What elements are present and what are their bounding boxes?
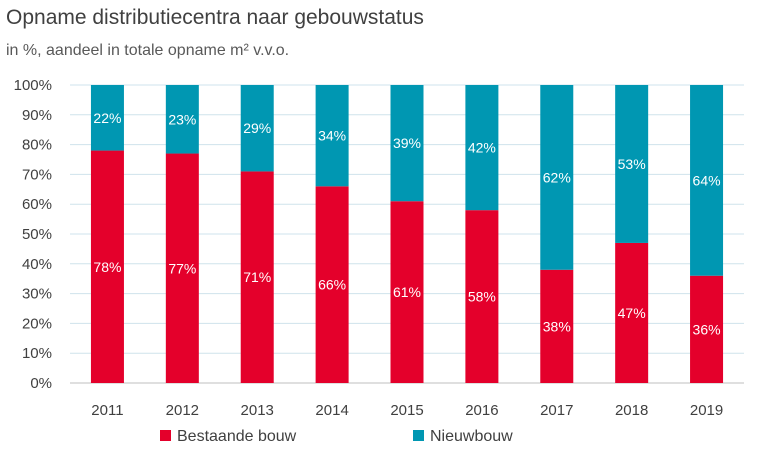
bar-bestaande-bouw xyxy=(390,201,424,383)
y-tick-label: 30% xyxy=(22,286,52,303)
data-label: 61% xyxy=(393,284,421,300)
bar-nieuwbouw xyxy=(240,85,274,172)
bar-nieuwbouw xyxy=(690,85,724,276)
data-label: 23% xyxy=(168,111,196,127)
y-tick-label: 80% xyxy=(22,137,52,154)
data-label: 53% xyxy=(618,156,646,172)
data-label: 62% xyxy=(543,169,571,185)
data-label: 29% xyxy=(243,120,271,136)
data-label: 64% xyxy=(693,172,721,188)
legend-swatch xyxy=(160,430,171,441)
bar-bestaande-bouw xyxy=(615,242,649,383)
x-tick-label: 2016 xyxy=(465,402,498,419)
y-tick-label: 10% xyxy=(22,345,52,362)
data-label: 38% xyxy=(543,318,571,334)
y-tick-label: 0% xyxy=(30,375,52,392)
x-tick-label: 2014 xyxy=(315,402,348,419)
data-label: 77% xyxy=(168,260,196,276)
chart-subtitle: in %, aandeel in totale opname m² v.v.o. xyxy=(6,42,290,59)
data-label: 34% xyxy=(318,128,346,144)
bars: 78% 22% 77% 23% 71% 29% 66% 34% 61% 39% 58% 42% 38% 6… xyxy=(90,85,724,383)
x-tick-label: 2013 xyxy=(241,402,274,419)
y-tick-label: 40% xyxy=(22,256,52,273)
legend-label: Bestaande bouw xyxy=(177,428,297,445)
data-label: 42% xyxy=(468,140,496,156)
data-label: 36% xyxy=(693,321,721,337)
y-tick-label: 20% xyxy=(22,315,52,332)
data-label: 47% xyxy=(618,305,646,321)
bar-bestaande-bouw xyxy=(240,171,274,383)
x-tick-label: 2018 xyxy=(615,402,648,419)
bar-nieuwbouw xyxy=(90,85,124,151)
data-label: 39% xyxy=(393,135,421,151)
data-label: 58% xyxy=(468,289,496,305)
x-axis: 2011 2012 2013 2014 2015 2016 2017 2018 2019 xyxy=(91,402,723,419)
bar-bestaande-bouw xyxy=(465,210,499,383)
bar-nieuwbouw xyxy=(390,85,424,202)
y-axis: 0% 10% 20% 30% 40% 50% 60% 70% 80% 90% 100% xyxy=(14,77,52,392)
bar-bestaande-bouw xyxy=(165,153,199,383)
bar-nieuwbouw xyxy=(540,85,574,270)
bar-bestaande-bouw xyxy=(90,150,124,383)
data-label: 22% xyxy=(93,110,121,126)
x-tick-label: 2015 xyxy=(390,402,423,419)
data-label: 78% xyxy=(93,259,121,275)
bar-nieuwbouw xyxy=(315,85,349,187)
bar-nieuwbouw xyxy=(465,85,499,211)
x-tick-label: 2012 xyxy=(166,402,199,419)
bar-nieuwbouw xyxy=(615,85,649,243)
x-tick-label: 2019 xyxy=(690,402,723,419)
legend: Bestaande bouw Nieuwbouw xyxy=(160,428,513,445)
data-label: 66% xyxy=(318,277,346,293)
y-tick-label: 60% xyxy=(22,196,52,213)
y-tick-label: 70% xyxy=(22,166,52,183)
y-tick-label: 100% xyxy=(14,77,52,94)
bar-bestaande-bouw xyxy=(690,275,724,383)
data-label: 71% xyxy=(243,269,271,285)
bar-bestaande-bouw xyxy=(315,186,349,383)
x-tick-label: 2017 xyxy=(540,402,573,419)
y-tick-label: 50% xyxy=(22,226,52,243)
bar-nieuwbouw xyxy=(165,85,199,154)
chart-title: Opname distributiecentra naar gebouwstat… xyxy=(6,6,424,29)
x-tick-label: 2011 xyxy=(91,402,123,419)
legend-swatch xyxy=(413,430,424,441)
bar-bestaande-bouw xyxy=(540,269,574,383)
y-tick-label: 90% xyxy=(22,107,52,124)
legend-label: Nieuwbouw xyxy=(430,428,513,445)
